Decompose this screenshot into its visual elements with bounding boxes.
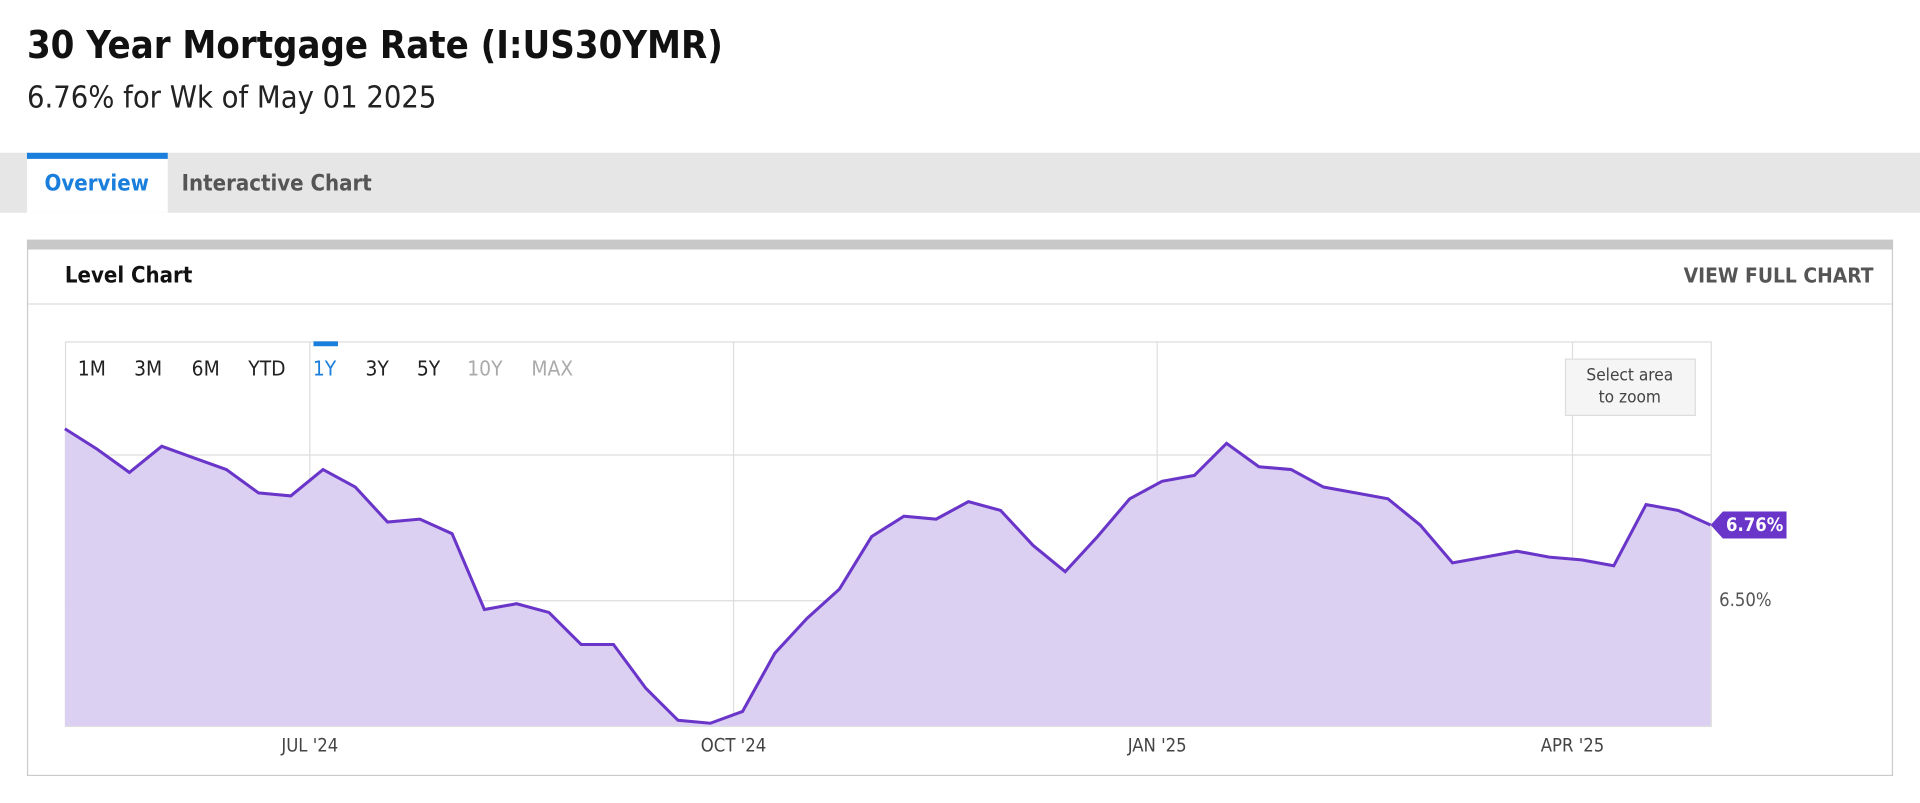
- panel-title: Level Chart: [65, 263, 193, 288]
- x-tick-label: OCT '24: [701, 736, 766, 757]
- end-badge: [1710, 511, 1787, 539]
- view-full-chart[interactable]: VIEW FULL CHART: [1684, 263, 1874, 287]
- range-button[interactable]: 3Y: [365, 357, 389, 381]
- end-label: 6.76%: [1726, 515, 1784, 536]
- range-button[interactable]: 10Y: [467, 357, 503, 381]
- range-indicator: [313, 341, 338, 347]
- area-fill: [64, 428, 1711, 726]
- tab-active[interactable]: [26, 152, 168, 213]
- zoom-hint-box: [1564, 358, 1696, 417]
- subtitle: 6.76% for Wk of May 01 2025: [27, 80, 437, 115]
- panel-top: [26, 239, 1894, 250]
- tab-indicator: [26, 152, 168, 159]
- zoom-hint: Select area to zoom: [1586, 366, 1673, 408]
- line: [64, 427, 1712, 725]
- y-tick-label: 6.50%: [1719, 590, 1771, 611]
- range-button[interactable]: YTD: [247, 357, 285, 381]
- tab-bar: [0, 152, 1920, 213]
- range-button[interactable]: 1Y: [313, 357, 337, 381]
- range-button[interactable]: 3M: [134, 357, 162, 381]
- range-button[interactable]: 5Y: [417, 357, 441, 381]
- x-tick-label: JAN '25: [1127, 736, 1187, 757]
- tab[interactable]: Interactive Chart: [182, 172, 373, 197]
- x-tick-label: APR '25: [1541, 736, 1605, 757]
- range-button[interactable]: MAX: [531, 357, 573, 381]
- tab[interactable]: Overview: [45, 172, 149, 197]
- range-button[interactable]: 6M: [192, 357, 220, 381]
- x-tick-label: JUL '24: [280, 736, 338, 757]
- title: 30 Year Mortgage Rate (I:US30YMR): [27, 23, 723, 67]
- range-button[interactable]: 1M: [78, 357, 106, 381]
